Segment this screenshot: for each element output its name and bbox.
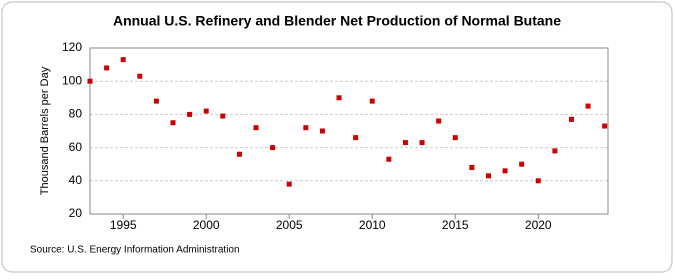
point bbox=[535, 178, 541, 184]
point bbox=[137, 73, 143, 79]
point bbox=[485, 173, 491, 179]
point bbox=[469, 165, 475, 171]
x-tick-label: 1995 bbox=[110, 218, 137, 232]
chart-frame bbox=[1, 1, 673, 273]
point bbox=[386, 156, 392, 162]
point bbox=[286, 181, 292, 187]
y-tick-label: 80 bbox=[69, 107, 83, 121]
point bbox=[236, 151, 242, 157]
point bbox=[436, 118, 442, 124]
point bbox=[585, 103, 591, 109]
x-tick-label: 2010 bbox=[359, 218, 386, 232]
point bbox=[253, 125, 259, 131]
point bbox=[153, 98, 159, 104]
y-tick-label: 60 bbox=[69, 140, 83, 154]
x-tick-label: 2005 bbox=[276, 218, 303, 232]
point bbox=[336, 95, 342, 101]
point bbox=[452, 135, 458, 141]
point bbox=[402, 140, 408, 146]
point bbox=[104, 65, 110, 71]
y-tick-label: 20 bbox=[69, 206, 83, 220]
point bbox=[319, 128, 325, 134]
source: Source: U.S. Energy Information Administ… bbox=[30, 245, 240, 256]
point bbox=[87, 78, 93, 84]
point bbox=[552, 148, 558, 154]
point bbox=[602, 123, 608, 129]
point bbox=[353, 135, 359, 141]
point bbox=[568, 116, 574, 122]
x-tick-label: 2015 bbox=[442, 218, 469, 232]
point bbox=[270, 145, 276, 151]
point bbox=[203, 108, 209, 114]
point bbox=[369, 98, 375, 104]
point bbox=[519, 161, 525, 167]
point bbox=[502, 168, 508, 174]
point bbox=[120, 57, 126, 63]
point bbox=[187, 111, 193, 117]
point bbox=[419, 140, 425, 146]
y-tick-label: 120 bbox=[62, 40, 82, 54]
y-axis-label: Thousand Barrels per Day bbox=[39, 66, 51, 195]
plot-frame bbox=[89, 47, 609, 215]
point bbox=[220, 113, 226, 119]
y-tick-label: 40 bbox=[69, 173, 83, 187]
x-tick-label: 2000 bbox=[193, 218, 220, 232]
y-tick-label: 100 bbox=[62, 73, 82, 87]
point bbox=[303, 125, 309, 131]
chart-title: Annual U.S. Refinery and Blender Net Pro… bbox=[113, 13, 561, 29]
x-tick-label: 2020 bbox=[525, 218, 552, 232]
point bbox=[170, 120, 176, 126]
